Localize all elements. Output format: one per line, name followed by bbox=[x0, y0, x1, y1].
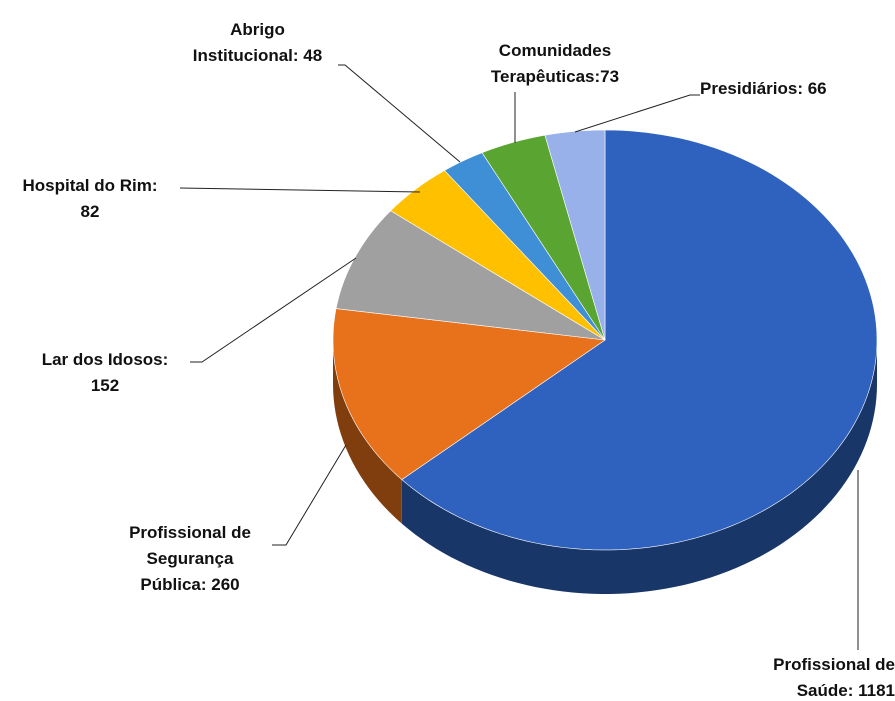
pie-slice bbox=[390, 170, 606, 341]
leader-line bbox=[190, 257, 357, 363]
data-label: Lar dos Idosos: 152 bbox=[41, 350, 169, 395]
data-label: Comunidades Terapêuticas:73 bbox=[490, 41, 620, 86]
data-label: Abrigo Institucional: 48 bbox=[192, 20, 323, 65]
pie-slice bbox=[544, 129, 606, 341]
pie-side bbox=[401, 340, 877, 594]
pie-slice bbox=[444, 152, 606, 341]
leader-line bbox=[179, 187, 421, 193]
leader-line bbox=[338, 64, 461, 163]
data-label: Hospital do Rim: 82 bbox=[22, 176, 158, 221]
data-label: Profissional de Saúde: 1181 bbox=[773, 655, 895, 700]
pie-slice bbox=[481, 134, 606, 341]
leader-line bbox=[272, 444, 347, 546]
pie-slice bbox=[335, 210, 606, 341]
pie-side bbox=[333, 340, 402, 524]
data-label: Presidiários: 66 bbox=[700, 79, 827, 98]
pie-slice bbox=[332, 308, 606, 480]
data-label: Profissional de Segurança Pública: 260 bbox=[129, 523, 251, 594]
pie-slice bbox=[401, 129, 878, 551]
leader-line bbox=[574, 94, 700, 133]
